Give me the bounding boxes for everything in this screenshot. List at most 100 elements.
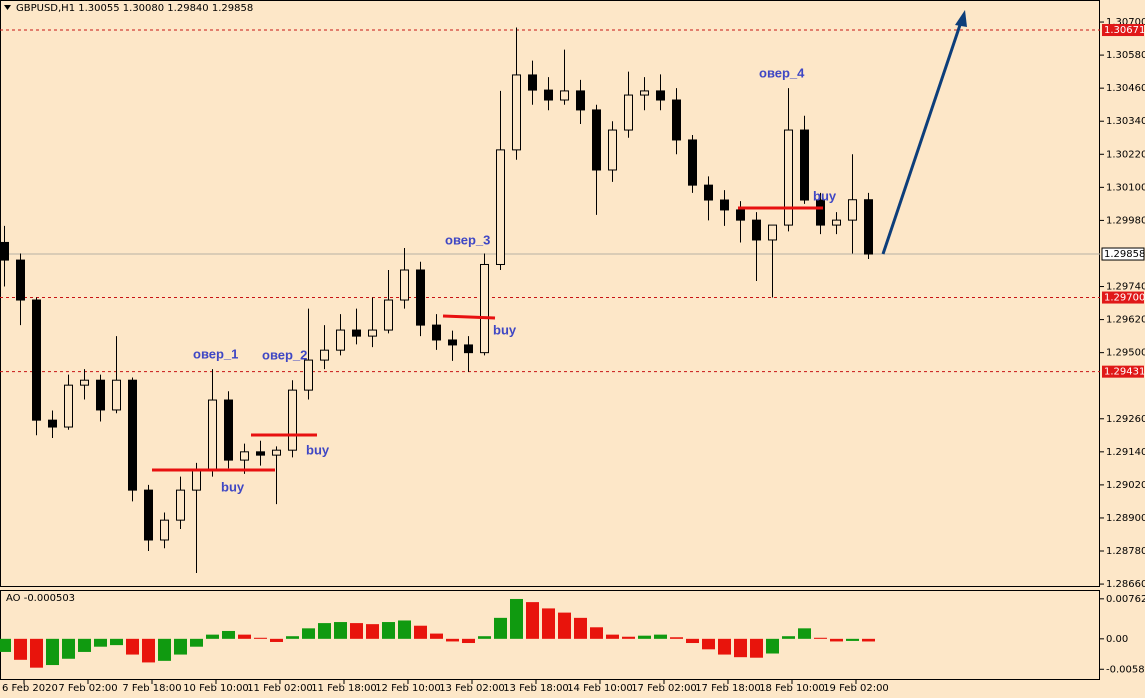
candle-body bbox=[64, 384, 73, 428]
ao-bar bbox=[318, 623, 331, 639]
ao-bar bbox=[670, 637, 683, 639]
current-price-label: 1.29858 bbox=[1104, 249, 1145, 260]
candle-body bbox=[672, 99, 681, 141]
candle-body bbox=[240, 451, 249, 461]
annotation: овер_3 bbox=[445, 232, 490, 247]
ao-bar bbox=[30, 638, 43, 668]
candle-body bbox=[576, 90, 585, 111]
candle-body bbox=[448, 339, 457, 346]
annotations: овер_1 овер_2 овер_3 овер_4 buy buy buy … bbox=[152, 10, 967, 494]
level-label: 1.30671 bbox=[1104, 25, 1145, 36]
buy-line bbox=[442, 314, 496, 320]
annotation: овер_4 bbox=[759, 65, 805, 80]
ao-bar bbox=[526, 602, 539, 639]
candle-body bbox=[640, 90, 649, 96]
level-box bbox=[1102, 24, 1144, 37]
candle-body bbox=[128, 379, 137, 491]
candle-body bbox=[256, 451, 265, 456]
ao-bar bbox=[478, 636, 491, 639]
candle-body bbox=[688, 139, 697, 186]
ao-bar bbox=[46, 638, 59, 666]
candle-body bbox=[704, 184, 713, 201]
ao-bar bbox=[766, 638, 779, 654]
candle-body bbox=[656, 90, 665, 101]
ao-bar bbox=[174, 638, 187, 655]
y-tick-label: 0.00 bbox=[1106, 634, 1128, 645]
ao-bar bbox=[510, 598, 523, 639]
level-box bbox=[1102, 291, 1144, 304]
ao-bar bbox=[462, 638, 475, 644]
ao-bar bbox=[734, 638, 747, 658]
x-tick-label: 6 Feb 2020 bbox=[2, 683, 58, 694]
main-frame bbox=[0, 0, 1100, 587]
ao-bar bbox=[654, 634, 667, 639]
ao-bar bbox=[302, 628, 315, 639]
y-tick-label: 1.29140 bbox=[1106, 447, 1145, 458]
ao-bar bbox=[382, 622, 395, 639]
y-tick-label: -0.005803 bbox=[1106, 664, 1145, 675]
ao-bar bbox=[862, 638, 875, 642]
ao-bar bbox=[750, 638, 763, 658]
level-label: 1.29700 bbox=[1104, 293, 1145, 304]
ao-title: AO -0.000503 bbox=[6, 593, 75, 604]
ao-bar bbox=[622, 636, 635, 639]
x-tick-label: 12 Feb 10:00 bbox=[375, 683, 441, 694]
x-tick-label: 19 Feb 02:00 bbox=[823, 683, 889, 694]
ao-bar bbox=[590, 627, 603, 639]
ao-bar bbox=[62, 638, 75, 659]
ao-bar bbox=[270, 638, 283, 642]
x-tick-label: 7 Feb 18:00 bbox=[122, 683, 181, 694]
ao-bar bbox=[542, 608, 555, 639]
candle-body bbox=[96, 379, 105, 411]
menu-arrow bbox=[4, 5, 11, 10]
ao-bar bbox=[558, 612, 571, 639]
forecast-arrow bbox=[881, 21, 963, 255]
ao-bar bbox=[366, 624, 379, 639]
ao-bar bbox=[830, 638, 843, 642]
candle-body bbox=[224, 399, 233, 461]
ao-bar bbox=[158, 638, 171, 661]
candle-body bbox=[768, 224, 777, 241]
y-tick-label: 1.30100 bbox=[1106, 182, 1145, 193]
current-price-box bbox=[1101, 247, 1145, 261]
y-tick-label: 1.28900 bbox=[1106, 513, 1145, 524]
ao-bar bbox=[206, 634, 219, 639]
candle-body bbox=[736, 209, 745, 221]
arrow-head bbox=[955, 10, 967, 27]
candle-body bbox=[480, 263, 489, 354]
y-tick-label: 1.30220 bbox=[1106, 149, 1145, 160]
y-tick-label: 1.29620 bbox=[1106, 315, 1145, 326]
candle-body bbox=[800, 129, 809, 201]
ao-bar bbox=[398, 620, 411, 639]
ao-bar bbox=[814, 637, 827, 639]
y-tick-label: 1.29020 bbox=[1106, 480, 1145, 491]
candle-body bbox=[816, 199, 825, 226]
candle-body bbox=[752, 219, 761, 241]
candle-body bbox=[528, 74, 537, 91]
ao-bar bbox=[350, 623, 363, 639]
candle-body bbox=[624, 94, 633, 131]
x-tick-label: 14 Feb 10:00 bbox=[567, 683, 633, 694]
level-label: 1.29431 bbox=[1104, 367, 1145, 378]
candle-body bbox=[432, 324, 441, 341]
candle-body bbox=[32, 299, 41, 421]
x-tick-label: 17 Feb 02:00 bbox=[631, 683, 697, 694]
ao-bar bbox=[638, 635, 651, 639]
x-tick-label: 18 Feb 10:00 bbox=[759, 683, 825, 694]
annotation: buy bbox=[221, 479, 245, 494]
candle-body bbox=[112, 379, 121, 411]
ao-frame bbox=[0, 590, 1100, 680]
ao-bar bbox=[286, 636, 299, 639]
candle-body bbox=[400, 269, 409, 301]
candle-body bbox=[784, 129, 793, 226]
ao-bar bbox=[126, 638, 139, 655]
x-tick-label: 11 Feb 18:00 bbox=[311, 683, 377, 694]
ao-bar bbox=[14, 638, 27, 660]
annotation: buy bbox=[493, 322, 517, 337]
candle-body bbox=[320, 349, 329, 361]
candle-body bbox=[848, 199, 857, 221]
annotation: овер_2 bbox=[262, 347, 307, 362]
ao-bar bbox=[782, 636, 795, 639]
ao-bar bbox=[718, 638, 731, 655]
